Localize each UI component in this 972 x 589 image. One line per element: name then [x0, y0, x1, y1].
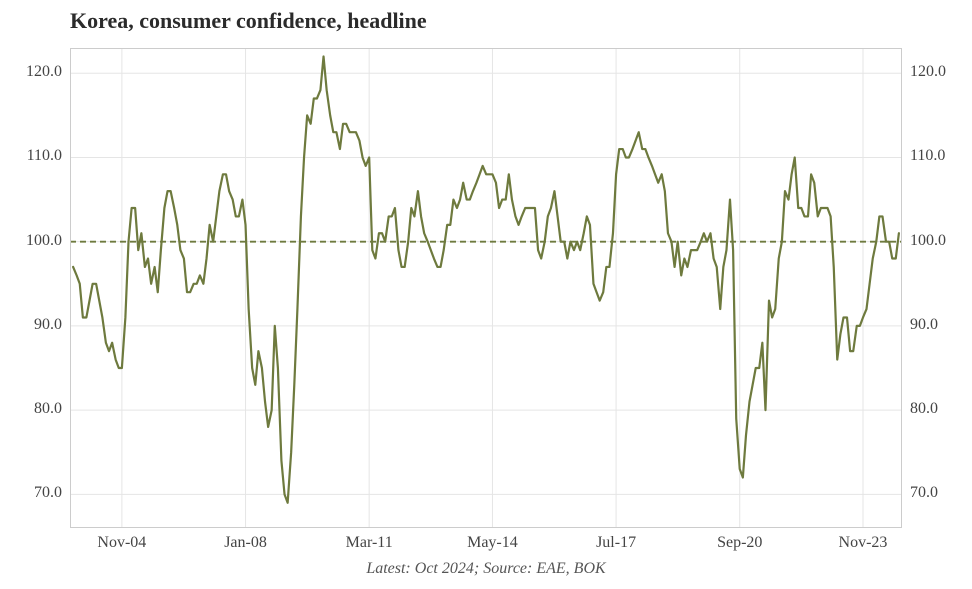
- chart-footer: Latest: Oct 2024; Source: EAE, BOK: [0, 560, 972, 578]
- x-tick: Sep-20: [710, 534, 770, 552]
- x-tick: Nov-04: [92, 534, 152, 552]
- x-tick: Jan-08: [216, 534, 276, 552]
- y-tick-left: 80.0: [34, 400, 62, 418]
- plot-area: [70, 48, 902, 528]
- chart-title: Korea, consumer confidence, headline: [70, 8, 427, 34]
- y-tick-right: 80.0: [910, 400, 938, 418]
- x-tick: Mar-11: [339, 534, 399, 552]
- x-tick: May-14: [462, 534, 522, 552]
- chart-svg: [70, 48, 902, 528]
- y-tick-right: 100.0: [910, 232, 946, 250]
- y-tick-left: 70.0: [34, 484, 62, 502]
- data-line: [73, 56, 899, 502]
- x-tick: Nov-23: [833, 534, 893, 552]
- chart-container: Korea, consumer confidence, headline 70.…: [0, 0, 972, 589]
- y-tick-right: 110.0: [910, 147, 945, 165]
- y-tick-left: 120.0: [26, 63, 62, 81]
- y-tick-left: 90.0: [34, 316, 62, 334]
- y-tick-right: 70.0: [910, 484, 938, 502]
- y-tick-right: 90.0: [910, 316, 938, 334]
- y-tick-left: 100.0: [26, 232, 62, 250]
- x-tick: Jul-17: [586, 534, 646, 552]
- y-tick-right: 120.0: [910, 63, 946, 81]
- y-tick-left: 110.0: [27, 147, 62, 165]
